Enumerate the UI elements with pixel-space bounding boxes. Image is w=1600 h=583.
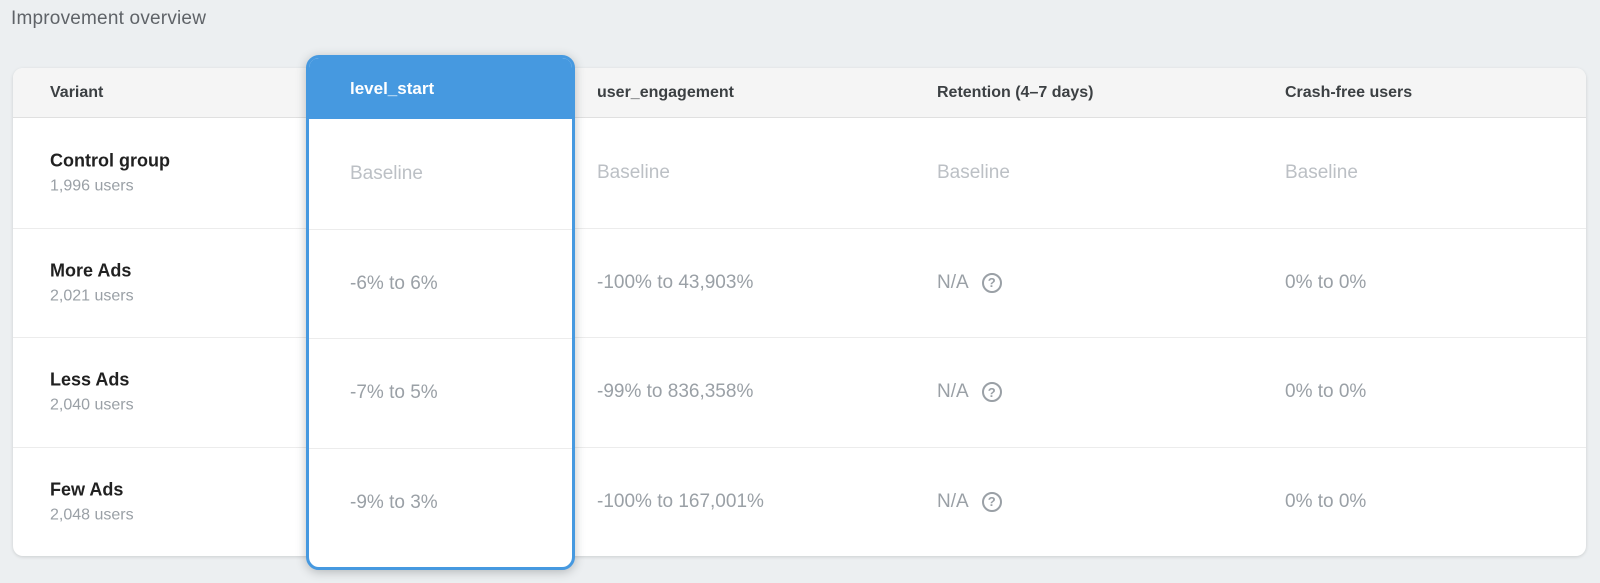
- level-start-value: -6% to 6%: [309, 228, 572, 339]
- user-engagement-value: -99% to 836,358%: [597, 381, 754, 403]
- retention-value: N/A ?: [937, 381, 1002, 403]
- level-start-value: -7% to 5%: [309, 338, 572, 448]
- retention-value: N/A ?: [937, 491, 1002, 513]
- retention-value: N/A ?: [937, 272, 1002, 294]
- variant-cell: Less Ads 2,040 users: [50, 370, 134, 415]
- highlighted-metric-column-level-start[interactable]: level_start Baseline -6% to 6% -7% to 5%…: [306, 55, 575, 570]
- retention-text: N/A: [937, 490, 969, 512]
- improvement-overview-table: Variant user_engagement Retention (4–7 d…: [13, 68, 1586, 556]
- variant-name: Control group: [50, 150, 170, 171]
- retention-value: Baseline: [937, 162, 1010, 184]
- column-header-level-start[interactable]: level_start: [309, 58, 572, 119]
- variant-cell: Control group 1,996 users: [50, 151, 170, 196]
- variant-name: Few Ads: [50, 479, 124, 500]
- column-header-retention[interactable]: Retention (4–7 days): [937, 84, 1094, 101]
- variant-user-count: 1,996 users: [50, 177, 134, 195]
- variant-user-count: 2,021 users: [50, 287, 134, 305]
- table-row-less-ads: Less Ads 2,040 users -99% to 836,358% N/…: [13, 337, 1586, 447]
- table-row-few-ads: Few Ads 2,048 users -100% to 167,001% N/…: [13, 446, 1586, 557]
- crash-free-value: 0% to 0%: [1285, 381, 1367, 403]
- level-start-value: -9% to 3%: [309, 447, 572, 558]
- variant-user-count: 2,048 users: [50, 506, 134, 524]
- variant-user-count: 2,040 users: [50, 396, 134, 414]
- user-engagement-value: -100% to 43,903%: [597, 271, 754, 293]
- variant-cell: Few Ads 2,048 users: [50, 479, 134, 524]
- variant-cell: More Ads 2,021 users: [50, 260, 134, 305]
- crash-free-value: 0% to 0%: [1285, 271, 1367, 293]
- table-header-row: Variant user_engagement Retention (4–7 d…: [13, 68, 1586, 118]
- column-header-user-engagement[interactable]: user_engagement: [597, 84, 734, 101]
- variant-name: Less Ads: [50, 369, 130, 390]
- table-body: Control group 1,996 users Baseline Basel…: [13, 119, 1586, 556]
- user-engagement-value: -100% to 167,001%: [597, 490, 764, 512]
- column-header-variant: Variant: [50, 84, 104, 101]
- level-start-value: Baseline: [350, 162, 423, 184]
- table-row-control-group: Control group 1,996 users Baseline Basel…: [13, 119, 1586, 228]
- help-icon[interactable]: ?: [981, 491, 1002, 512]
- retention-text: N/A: [937, 381, 969, 403]
- crash-free-value: Baseline: [1285, 162, 1358, 184]
- help-icon[interactable]: ?: [981, 272, 1002, 293]
- user-engagement-value: Baseline: [597, 162, 670, 184]
- table-row-more-ads: More Ads 2,021 users -100% to 43,903% N/…: [13, 227, 1586, 338]
- help-icon[interactable]: ?: [981, 382, 1002, 403]
- column-header-crash-free[interactable]: Crash-free users: [1285, 84, 1413, 101]
- retention-text: N/A: [937, 271, 969, 293]
- page-title: Improvement overview: [11, 8, 207, 29]
- variant-name: More Ads: [50, 260, 132, 281]
- crash-free-value: 0% to 0%: [1285, 490, 1367, 512]
